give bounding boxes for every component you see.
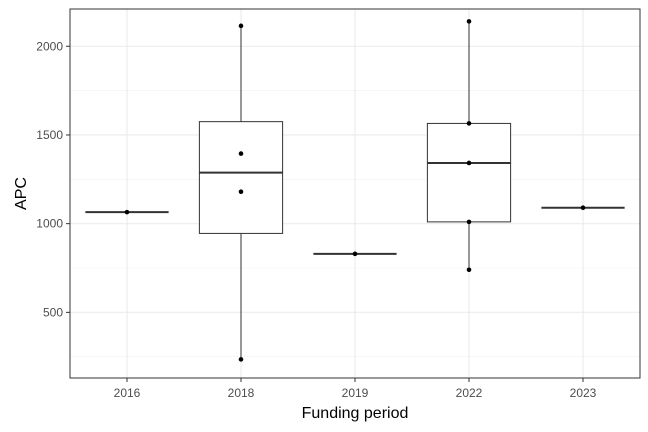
data-point bbox=[124, 209, 130, 215]
box-iqr bbox=[198, 121, 284, 234]
y-tick-label: 1500 bbox=[36, 128, 63, 142]
data-point bbox=[466, 219, 472, 225]
x-tick-label: 2018 bbox=[228, 386, 255, 400]
whiskers bbox=[240, 21, 470, 360]
y-tick-label: 1000 bbox=[36, 217, 63, 231]
data-point bbox=[238, 151, 244, 156]
major-gridlines bbox=[70, 9, 640, 378]
y-tick-label: 500 bbox=[43, 305, 63, 319]
data-point bbox=[238, 189, 244, 195]
data-point bbox=[466, 121, 472, 126]
x-tick-label: 2016 bbox=[114, 386, 141, 400]
y-axis-title: APC bbox=[13, 177, 30, 210]
data-point bbox=[466, 160, 472, 166]
data-point bbox=[466, 19, 472, 24]
x-axis-ticks: 2016 2018 2019 2022 2023 bbox=[114, 378, 597, 400]
data-point bbox=[238, 357, 244, 362]
x-axis-title: Funding period bbox=[302, 405, 409, 422]
data-points bbox=[124, 19, 586, 362]
data-point bbox=[238, 23, 244, 29]
y-axis-ticks: 500 1000 1500 2000 bbox=[36, 39, 70, 319]
x-tick-label: 2022 bbox=[456, 386, 483, 400]
box-iqr bbox=[426, 122, 512, 223]
data-point bbox=[466, 267, 472, 273]
x-tick-label: 2019 bbox=[342, 386, 369, 400]
data-point bbox=[352, 251, 358, 257]
y-tick-label: 2000 bbox=[36, 39, 63, 53]
data-point bbox=[580, 205, 586, 210]
x-tick-label: 2023 bbox=[570, 386, 597, 400]
boxes bbox=[198, 121, 512, 234]
